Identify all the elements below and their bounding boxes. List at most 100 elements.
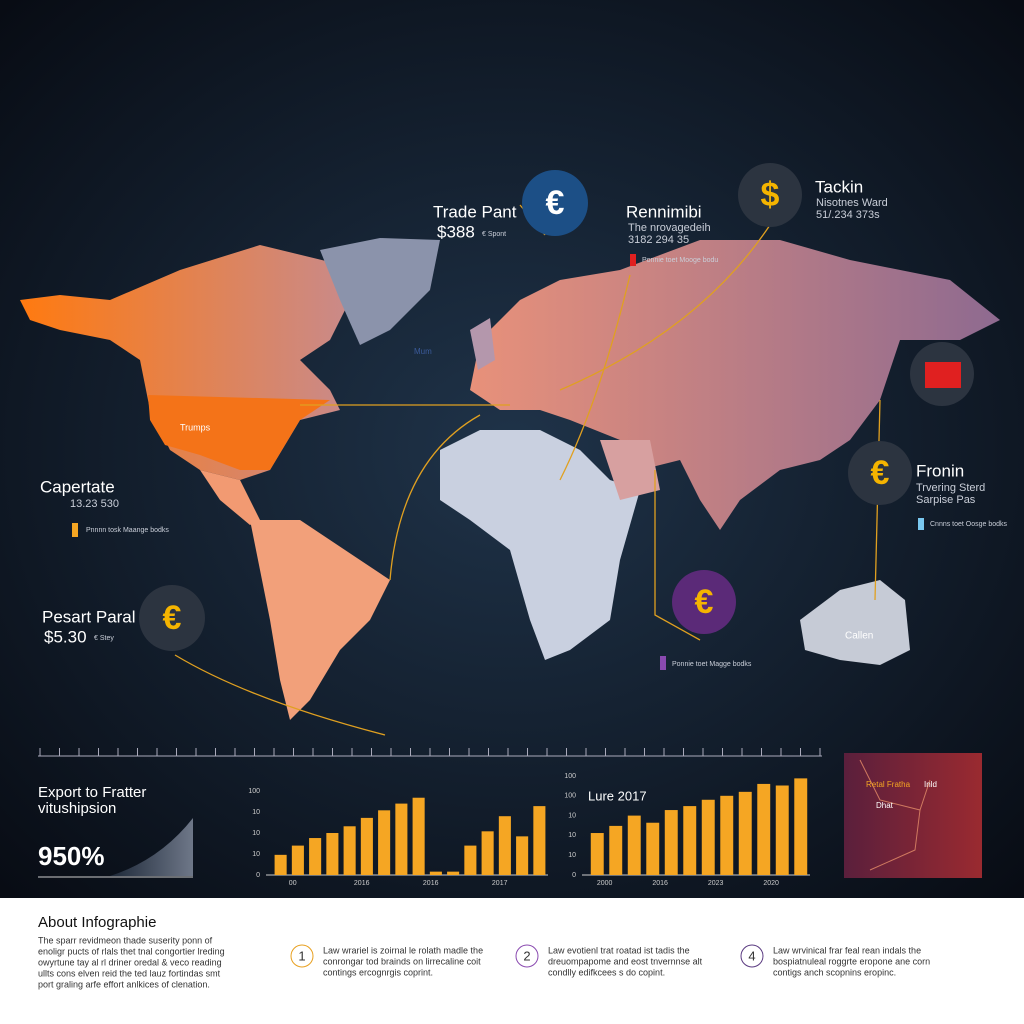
currency-symbol: € bbox=[871, 454, 890, 492]
callout-value: 51/.234 373s bbox=[816, 209, 880, 221]
x-tick-label: 2020 bbox=[763, 880, 779, 887]
bar bbox=[664, 810, 678, 875]
callout: € Trade Pant $388 € Spont bbox=[433, 170, 588, 241]
item-text: dreuompapome and eost tnvernnse alt bbox=[548, 956, 703, 966]
bar bbox=[533, 806, 546, 875]
about-line: owyrtune tay al rl driner oredal & veco … bbox=[38, 957, 222, 967]
inset-label: Inld bbox=[924, 780, 937, 789]
bar bbox=[516, 836, 529, 875]
about-line: port graling arfe effort anlkices of cle… bbox=[38, 979, 210, 989]
bar bbox=[701, 799, 715, 875]
stat-subtitle: vitushipsion bbox=[38, 800, 116, 817]
callout-small: Ponnie toet Mooge bodu bbox=[642, 257, 718, 264]
x-tick-label: 2023 bbox=[708, 880, 724, 887]
item-text: condlly edifkcees s do copint. bbox=[548, 967, 665, 977]
callout-title: Capertate bbox=[40, 477, 115, 496]
bar bbox=[447, 871, 460, 875]
callout-title: Trade Pant bbox=[433, 202, 517, 221]
bar bbox=[464, 845, 477, 875]
world-map bbox=[20, 204, 1000, 736]
bar bbox=[590, 833, 604, 875]
about-panel bbox=[0, 898, 1024, 1024]
item-number: 2 bbox=[523, 948, 530, 963]
x-tick-label: 2017 bbox=[492, 880, 508, 887]
callout: Capertate 13.23 530 Pnnnn tosk Maange bo… bbox=[40, 477, 169, 537]
ruler bbox=[38, 748, 822, 757]
bar bbox=[360, 817, 373, 875]
map-label: Trumps bbox=[180, 422, 211, 432]
callout-note: € Stey bbox=[94, 635, 114, 642]
x-tick-label: 00 bbox=[289, 880, 297, 887]
bar bbox=[794, 778, 808, 875]
item-number: 4 bbox=[748, 948, 755, 963]
y-tick-label: 0 bbox=[256, 872, 260, 879]
y-tick-label: 10 bbox=[252, 851, 260, 858]
item-number: 1 bbox=[298, 948, 305, 963]
y-tick-label: 10 bbox=[252, 830, 260, 837]
bar bbox=[395, 803, 408, 875]
callout-title: Rennimibi bbox=[626, 202, 702, 221]
currency-symbol: $ bbox=[761, 176, 780, 214]
bar bbox=[720, 795, 734, 875]
y-tick-label: 100 bbox=[564, 773, 576, 780]
callout-value: $388 bbox=[437, 222, 475, 241]
x-tick-label: 2016 bbox=[354, 880, 370, 887]
callout-title: Fronin bbox=[916, 461, 964, 480]
bar bbox=[609, 825, 623, 875]
stat-panel: Export to Fratter vitushipsion 950% bbox=[38, 784, 193, 878]
item-text: conrongar tod brainds on lirrecaline coi… bbox=[323, 956, 481, 966]
bar bbox=[738, 791, 752, 875]
callout-note: The nrovagedeih bbox=[628, 222, 711, 234]
x-tick-label: 2016 bbox=[652, 880, 668, 887]
bar bbox=[274, 854, 287, 875]
callout-note: Trvering Sterd bbox=[916, 482, 985, 494]
bar bbox=[378, 810, 391, 875]
currency-symbol: € bbox=[695, 583, 714, 621]
item-text: contigs anch scopnins eropinc. bbox=[773, 967, 896, 977]
callout-title: Tackin bbox=[815, 177, 863, 196]
bar bbox=[326, 833, 339, 875]
callout: $ Tackin Nisotnes Ward 51/.234 373s bbox=[738, 163, 888, 227]
bar bbox=[429, 871, 442, 875]
bar bbox=[481, 831, 494, 875]
y-tick-label: 100 bbox=[564, 793, 576, 800]
item-text: Law wrariel is zoirnal le rolath madle t… bbox=[323, 945, 483, 955]
stat-title: Export to Fratter bbox=[38, 784, 146, 801]
item-badge bbox=[515, 944, 539, 968]
bar bbox=[498, 816, 511, 875]
y-tick-label: 10 bbox=[568, 812, 576, 819]
item-text: Law evotienl trat roatad ist tadis the bbox=[548, 945, 690, 955]
y-tick-label: 10 bbox=[568, 832, 576, 839]
inset-label: Retal Fratha bbox=[866, 780, 911, 789]
callout-value: 3182 294 35 bbox=[628, 234, 689, 246]
about-line: enoligr pucts of rlals thet tnal congort… bbox=[38, 946, 225, 956]
callout-value: 13.23 530 bbox=[70, 498, 119, 510]
y-tick-label: 0 bbox=[572, 872, 576, 879]
callout: € Ponnie toet Magge bodks bbox=[660, 570, 752, 670]
callout-title: Pesart Paral bbox=[42, 607, 136, 626]
bar bbox=[757, 783, 771, 875]
about-text: The sparr revidmeon thade suserity ponn … bbox=[38, 935, 930, 989]
y-tick-label: 100 bbox=[248, 788, 260, 795]
y-tick-label: 10 bbox=[568, 852, 576, 859]
bar bbox=[291, 845, 304, 875]
callout-value: $5.30 bbox=[44, 627, 87, 646]
inset-map: Retal Fratha Inld Dhat bbox=[844, 753, 982, 878]
callout: € Fronin Trvering Sterd Sarpise Pas Cnnn… bbox=[848, 441, 1008, 530]
chart-title: Lure 2017 bbox=[588, 788, 647, 803]
inset-label: Dhat bbox=[876, 801, 894, 810]
callout-small: Ponnie toet Magge bodks bbox=[672, 661, 752, 668]
callout-note: Nisotnes Ward bbox=[816, 197, 888, 209]
map-label: Callen bbox=[845, 631, 873, 642]
callout-value: Sarpise Pas bbox=[916, 494, 976, 506]
about-line: ullts cons elven reid the ted lauz forti… bbox=[38, 968, 221, 978]
map-label: Mum bbox=[414, 347, 432, 356]
item-badge bbox=[290, 944, 314, 968]
currency-symbol: € bbox=[546, 184, 565, 222]
callout-small: Pnnnn tosk Maange bodks bbox=[86, 527, 169, 534]
item-text: bospiatnuleal roggrte eropone ane corn bbox=[773, 956, 930, 966]
bar bbox=[627, 815, 641, 875]
x-tick-label: 2016 bbox=[423, 880, 439, 887]
callout-small: Cnnns toet Oosge bodks bbox=[930, 521, 1008, 528]
